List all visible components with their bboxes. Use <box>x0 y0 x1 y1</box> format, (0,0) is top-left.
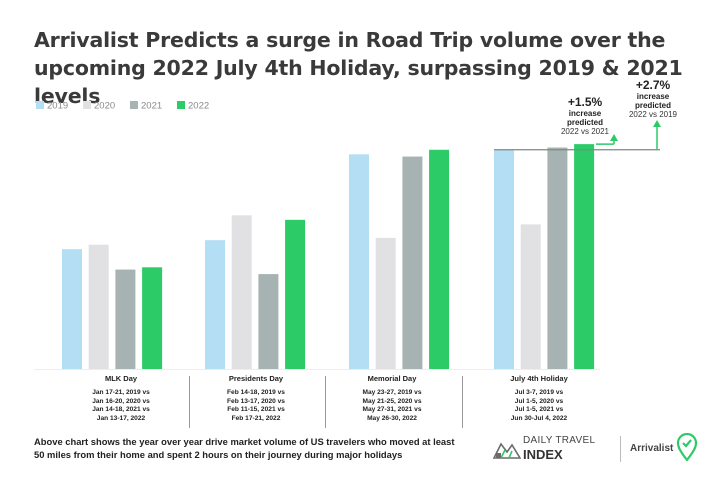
chart-title: Arrivalist Predicts a surge in Road Trip… <box>34 28 683 108</box>
bar-presidents-day-2019 <box>205 240 225 369</box>
category-date: Jun 30-Jul 4, 2022 <box>510 414 568 422</box>
legend-label-2020: 2020 <box>94 101 115 112</box>
category-divider <box>189 376 190 428</box>
location-check-icon <box>676 433 698 461</box>
legend-label-2019: 2019 <box>47 101 68 112</box>
logo-text: Arrivalist <box>630 443 674 454</box>
logo-text: DAILY TRAVEL <box>523 435 596 446</box>
category-divider <box>325 376 326 428</box>
annotation-value: +2.7% <box>635 78 671 92</box>
bar-mlk-day-2019 <box>62 249 82 369</box>
legend-label-2021: 2021 <box>141 101 162 112</box>
annotation-arrow-head <box>653 120 661 127</box>
annotation-comparison: 2022 vs 2019 <box>628 110 678 119</box>
category-date: Jan 13-17, 2022 <box>96 414 146 422</box>
category-divider <box>462 376 463 428</box>
bar-july-4th-holiday-2022 <box>574 144 595 369</box>
legend-label-2022: 2022 <box>188 101 209 112</box>
annotation-text: increase <box>636 92 670 101</box>
category-label: Presidents Day <box>228 374 284 383</box>
annotation-text: predicted <box>566 118 603 127</box>
bar-memorial-day-2022 <box>429 149 450 369</box>
road-trip-icon <box>493 442 521 459</box>
category-date: Jul 1-5, 2020 vs <box>514 397 564 405</box>
category-date: Jan 17-21, 2019 vs <box>92 389 150 396</box>
legend-swatch-2022 <box>177 101 185 109</box>
bar-presidents-day-2022 <box>285 219 306 369</box>
annotation-text: predicted <box>634 101 671 110</box>
category-date: Feb 11-15, 2021 vs <box>227 406 285 414</box>
annotation-text: increase <box>568 109 602 118</box>
bar-memorial-day-2020 <box>375 237 396 369</box>
bar-presidents-day-2020 <box>231 215 252 369</box>
annotation-vs-2021: +1.5% increase predicted 2022 vs 2021 <box>554 96 616 137</box>
category-date: Jan 14-18, 2021 vs <box>92 406 150 414</box>
category-date: May 26-30, 2022 <box>367 414 417 422</box>
category-date: Feb 13-17, 2020 vs <box>227 397 285 405</box>
category-date: Feb 14-18, 2019 vs <box>227 389 285 396</box>
bar-memorial-day-2019 <box>349 154 369 369</box>
logo-divider <box>620 436 621 462</box>
category-label: Memorial Day <box>367 374 417 383</box>
annotation-arrow-head <box>610 134 618 141</box>
category-date: May 27-31, 2021 vs <box>362 406 422 414</box>
category-july4: July 4th Holiday Jul 3-7, 2019 vs Jul 1-… <box>473 374 605 423</box>
category-label: MLK Day <box>104 374 138 383</box>
arrivalist-logo: Arrivalist <box>630 432 702 464</box>
category-mlk: MLK Day Jan 17-21, 2019 vs Jan 16-20, 20… <box>55 374 187 423</box>
legend-swatch-2019 <box>36 101 44 109</box>
category-date: Jan 16-20, 2020 vs <box>92 397 150 405</box>
category-date: May 23-27, 2019 vs <box>362 389 422 396</box>
logo-text: INDEX <box>523 447 563 462</box>
category-date: Feb 17-21, 2022 <box>231 414 281 422</box>
category-date: Jul 3-7, 2019 vs <box>514 389 564 396</box>
bar-july-4th-holiday-2021 <box>547 147 568 369</box>
daily-travel-index-logo: DAILY TRAVEL INDEX <box>493 433 613 463</box>
annotation-comparison: 2022 vs 2021 <box>560 127 610 136</box>
bar-memorial-day-2021 <box>402 156 423 369</box>
legend-swatch-2021 <box>130 101 138 109</box>
annotation-value: +1.5% <box>567 95 603 109</box>
category-memorial: Memorial Day May 23-27, 2019 vs May 21-2… <box>326 374 458 423</box>
category-date: Jul 1-5, 2021 vs <box>514 406 564 414</box>
bar-july-4th-holiday-2019 <box>494 149 514 369</box>
category-date: May 21-25, 2020 vs <box>362 397 422 405</box>
chart-caption: Above chart shows the year over year dri… <box>34 436 455 460</box>
bar-presidents-day-2021 <box>258 274 279 369</box>
legend-swatch-2020 <box>83 101 91 109</box>
bar-july-4th-holiday-2020 <box>520 224 541 369</box>
bar-mlk-day-2020 <box>88 244 109 369</box>
category-label: July 4th Holiday <box>510 374 568 383</box>
bar-mlk-day-2021 <box>115 269 136 369</box>
category-presidents: Presidents Day Feb 14-18, 2019 vs Feb 13… <box>190 374 322 423</box>
bar-mlk-day-2022 <box>142 267 163 369</box>
annotation-vs-2019: +2.7% increase predicted 2022 vs 2019 <box>620 79 686 120</box>
